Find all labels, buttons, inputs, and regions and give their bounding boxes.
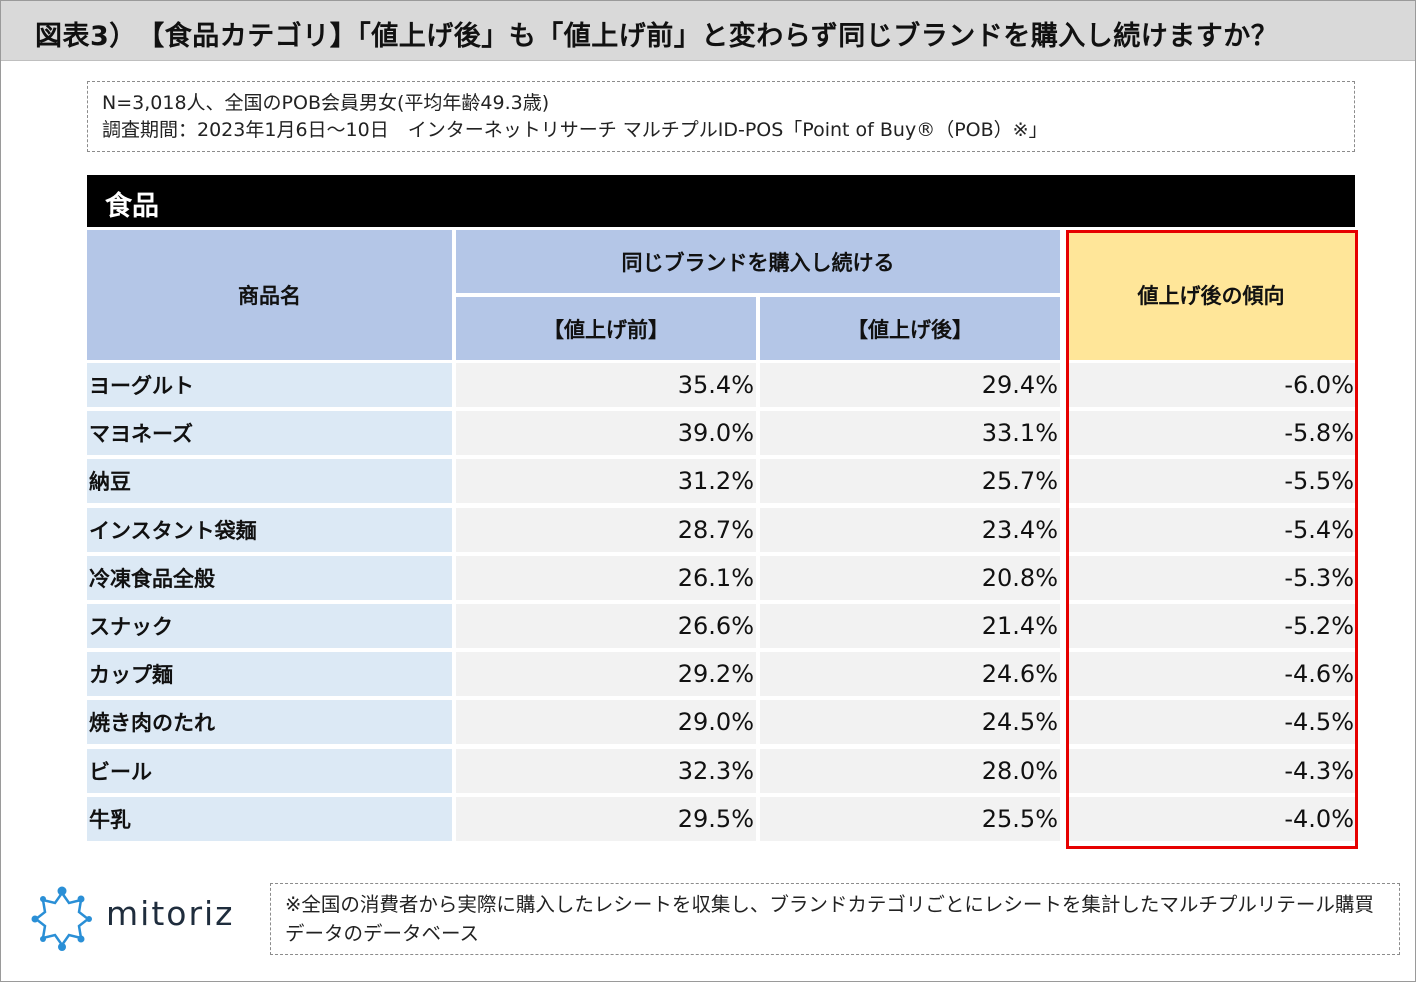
row-name: 納豆 [87, 459, 452, 503]
row-before-value: 29.2% [456, 652, 756, 696]
row-diff-value: -4.5% [1066, 700, 1356, 744]
logo-icon [31, 886, 92, 951]
header-trend: 値上げ後の傾向 [1066, 230, 1356, 360]
row-before-value: 35.4% [456, 363, 756, 407]
header-after: 【値上げ後】 [760, 297, 1060, 360]
footnote: ※全国の消費者から実際に購入したレシートを収集し、ブランドカテゴリごとにレシート… [270, 883, 1400, 955]
row-name: ビール [87, 749, 452, 793]
survey-note-line2: 調査期間：2023年1月6日〜10日 インターネットリサーチ マルチプルID-P… [102, 119, 1048, 141]
row-before-value: 31.2% [456, 459, 756, 503]
row-before-value: 39.0% [456, 411, 756, 455]
row-after-value: 24.5% [760, 700, 1060, 744]
row-after-value: 28.0% [760, 749, 1060, 793]
row-before-value: 32.3% [456, 749, 756, 793]
row-diff-value: -5.5% [1066, 459, 1356, 503]
row-before-value: 28.7% [456, 508, 756, 552]
header-product: 商品名 [87, 230, 452, 360]
category-bar: 食品 [87, 175, 1355, 227]
header-group: 同じブランドを購入し続ける [456, 230, 1060, 293]
row-name: 焼き肉のたれ [87, 700, 452, 744]
row-before-value: 29.5% [456, 797, 756, 841]
row-before-value: 26.1% [456, 556, 756, 600]
survey-note: N=3,018人、全国のPOB会員男女(平均年齢49.3歳) 調査期間：2023… [87, 81, 1355, 152]
title-bar: 図表3） 【食品カテゴリ】「値上げ後」も「値上げ前」と変わらず同じブランドを購入… [1, 1, 1415, 61]
row-diff-value: -4.6% [1066, 652, 1356, 696]
row-after-value: 20.8% [760, 556, 1060, 600]
row-name: 牛乳 [87, 797, 452, 841]
row-before-value: 29.0% [456, 700, 756, 744]
row-after-value: 21.4% [760, 604, 1060, 648]
row-name: インスタント袋麺 [87, 508, 452, 552]
row-diff-value: -5.8% [1066, 411, 1356, 455]
row-name: 冷凍食品全般 [87, 556, 452, 600]
row-after-value: 24.6% [760, 652, 1060, 696]
header-before: 【値上げ前】 [456, 297, 756, 360]
row-diff-value: -5.3% [1066, 556, 1356, 600]
row-diff-value: -5.2% [1066, 604, 1356, 648]
row-name: ヨーグルト [87, 363, 452, 407]
row-name: スナック [87, 604, 452, 648]
row-after-value: 25.7% [760, 459, 1060, 503]
mitoriz-logo: mitoriz [30, 883, 270, 953]
row-diff-value: -6.0% [1066, 363, 1356, 407]
row-diff-value: -4.3% [1066, 749, 1356, 793]
row-after-value: 29.4% [760, 363, 1060, 407]
row-after-value: 25.5% [760, 797, 1060, 841]
survey-note-line1: N=3,018人、全国のPOB会員男女(平均年齢49.3歳) [102, 92, 550, 114]
row-after-value: 23.4% [760, 508, 1060, 552]
row-before-value: 26.6% [456, 604, 756, 648]
row-diff-value: -4.0% [1066, 797, 1356, 841]
row-name: マヨネーズ [87, 411, 452, 455]
logo-text: mitoriz [106, 894, 235, 933]
row-diff-value: -5.4% [1066, 508, 1356, 552]
row-name: カップ麺 [87, 652, 452, 696]
row-after-value: 33.1% [760, 411, 1060, 455]
figure-title: 図表3） 【食品カテゴリ】「値上げ後」も「値上げ前」と変わらず同じブランドを購入… [35, 21, 1279, 52]
